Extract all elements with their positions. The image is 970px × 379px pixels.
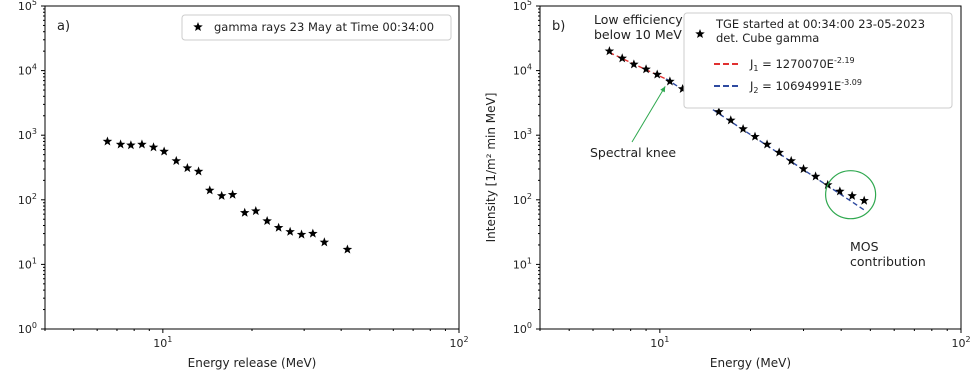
data-point: [227, 189, 238, 199]
data-point: [810, 171, 821, 181]
data-point: [714, 106, 724, 116]
data-point: [604, 46, 615, 56]
data-point: [148, 142, 159, 152]
annotation-low-efficiency: Low efficiency: [594, 12, 683, 27]
x-tick-label: 101: [650, 335, 669, 350]
x-tick-label: 102: [449, 335, 468, 350]
data-point: [115, 139, 126, 149]
data-point: [798, 163, 809, 174]
data-point: [738, 123, 748, 133]
y-tick-label: 100: [18, 321, 37, 336]
data-point: [762, 139, 772, 149]
data-point: [835, 186, 845, 196]
data-point: [126, 140, 136, 150]
y-tick-label: 104: [18, 63, 37, 78]
x-tick-label: 102: [951, 335, 970, 350]
data-point: [137, 139, 147, 149]
annotation-mos: contribution: [850, 254, 926, 269]
y-tick-label: 105: [513, 0, 532, 13]
panel-label: b): [552, 19, 565, 34]
data-series: [102, 136, 353, 254]
legend-entry: gamma rays 23 May at Time 00:34:00: [214, 20, 434, 34]
y-tick-label: 105: [18, 0, 37, 13]
data-point: [159, 146, 169, 156]
legend-star-marker: [193, 22, 203, 32]
panel-a: 100 101 102 103 104 105 101 102 Energy release (…: [18, 0, 469, 370]
data-point: [251, 206, 261, 216]
annotation-arrow: [631, 86, 666, 143]
x-tick-label: 101: [153, 335, 172, 350]
data-point: [216, 190, 227, 200]
plot-frame: [44, 5, 460, 330]
data-point: [171, 155, 182, 165]
y-axis-label: Intensity [1/m² min MeV]: [484, 93, 498, 243]
legend-box: [683, 12, 953, 109]
data-point: [319, 237, 330, 247]
x-axis-label: Energy (MeV): [710, 356, 791, 370]
data-point: [641, 64, 651, 74]
y-tick-label: 100: [513, 321, 532, 336]
data-point: [308, 228, 318, 238]
legend-entry-fit: J2 = 10694991E-3.09: [749, 78, 862, 95]
annotation-mos-ellipse: [825, 170, 877, 220]
y-tick-label: 102: [18, 192, 37, 207]
legend: gamma rays 23 May at Time 00:34:00: [181, 14, 452, 41]
legend-entry-data-line2: det. Cube gamma: [716, 31, 819, 45]
data-point: [617, 53, 627, 63]
data-point: [262, 215, 272, 226]
panel-label: a): [57, 19, 70, 34]
data-point: [273, 222, 284, 232]
data-point: [182, 163, 193, 173]
data-point: [847, 190, 857, 200]
y-tick-label: 101: [513, 256, 532, 271]
annotation-mos: MOS: [850, 239, 879, 254]
data-point: [285, 226, 295, 236]
y-tick-label: 103: [513, 127, 532, 142]
y-tick-label: 103: [18, 127, 37, 142]
data-point: [342, 244, 353, 254]
data-point: [677, 83, 688, 93]
legend-entry-fit: J1 = 1270070E-2.19: [749, 56, 855, 73]
annotation-arrowhead: [660, 86, 666, 93]
data-point: [296, 229, 307, 239]
data-point: [786, 155, 796, 165]
y-tick-label: 101: [18, 256, 37, 271]
x-axis-label: Energy release (MeV): [188, 356, 317, 370]
data-point: [750, 131, 760, 141]
annotation-spectral-knee: Spectral knee: [590, 145, 676, 160]
legend-star-marker: [695, 29, 705, 39]
panel-b: 100 101 102 103 104 105 101 102 Energy (MeV) Inte…: [484, 0, 970, 370]
legend-entry-data: TGE started at 00:34:00 23-05-2023: [715, 17, 925, 31]
data-point: [239, 207, 250, 217]
data-point: [859, 195, 869, 205]
y-tick-label: 102: [513, 192, 532, 207]
data-point: [629, 59, 639, 69]
data-point: [652, 69, 662, 79]
annotation-low-efficiency: below 10 MeV: [594, 27, 682, 42]
data-point: [665, 76, 675, 86]
data-point: [726, 115, 736, 125]
data-point: [204, 185, 215, 195]
y-tick-label: 104: [513, 63, 532, 78]
legend-box: [181, 14, 452, 41]
data-point: [193, 166, 204, 176]
data-point: [102, 136, 113, 146]
data-point: [774, 147, 784, 157]
